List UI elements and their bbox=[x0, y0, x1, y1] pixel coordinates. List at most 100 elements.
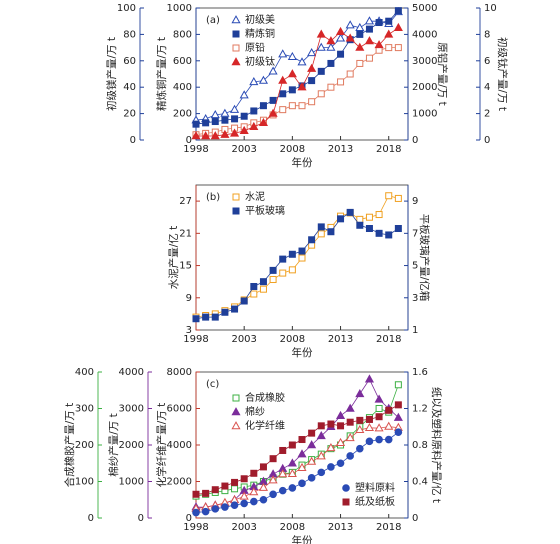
y-tick-label: 2000 bbox=[412, 82, 437, 93]
marker bbox=[308, 236, 316, 244]
y-axis-title: 原铝产量/万 t bbox=[436, 42, 449, 106]
y-tick-label: 0 bbox=[138, 513, 144, 524]
y-tick-label: 2000 bbox=[119, 440, 144, 451]
y-tick-label: 1000 bbox=[119, 477, 144, 488]
marker bbox=[258, 117, 269, 127]
marker bbox=[287, 468, 297, 478]
x-tick-label: 2008 bbox=[280, 334, 305, 345]
marker bbox=[211, 118, 219, 126]
marker bbox=[336, 459, 345, 468]
marker bbox=[375, 413, 383, 421]
marker bbox=[231, 305, 239, 313]
marker bbox=[211, 505, 220, 513]
y-axis-title: 初级镁产量/万 t bbox=[105, 37, 118, 111]
series-line bbox=[195, 10, 399, 125]
marker bbox=[327, 420, 335, 428]
marker bbox=[240, 475, 248, 483]
x-tick-label: 2013 bbox=[328, 522, 353, 533]
marker bbox=[297, 82, 307, 91]
series-line bbox=[196, 27, 399, 137]
marker bbox=[365, 437, 374, 446]
legend-label: 精炼铜 bbox=[245, 27, 275, 40]
y-tick-label: 60 bbox=[123, 56, 136, 67]
marker bbox=[298, 254, 306, 262]
marker bbox=[201, 507, 210, 516]
marker bbox=[279, 269, 287, 277]
series-line bbox=[195, 211, 399, 320]
marker bbox=[356, 59, 364, 67]
marker bbox=[297, 462, 307, 472]
y-tick-label: 5000 bbox=[412, 3, 437, 14]
marker bbox=[394, 194, 402, 202]
y-tick-label: 1000 bbox=[412, 109, 437, 120]
marker bbox=[317, 67, 325, 75]
series-line bbox=[195, 404, 399, 495]
marker bbox=[356, 416, 364, 424]
marker bbox=[375, 435, 383, 444]
marker bbox=[316, 451, 326, 460]
y-tick-label: 3000 bbox=[412, 56, 437, 67]
marker bbox=[374, 40, 384, 49]
x-tick-label: 1998 bbox=[183, 144, 208, 155]
marker bbox=[317, 468, 326, 477]
marker bbox=[346, 70, 354, 78]
marker bbox=[375, 211, 383, 219]
y-tick-label: 80 bbox=[123, 29, 136, 40]
x-tick-label: 2003 bbox=[231, 144, 256, 155]
marker bbox=[278, 75, 288, 84]
marker bbox=[385, 44, 393, 52]
y-tick-label: 0.8 bbox=[412, 440, 428, 451]
marker bbox=[385, 231, 393, 239]
legend-label: 化学纤维 bbox=[245, 419, 285, 432]
marker bbox=[365, 213, 373, 221]
marker bbox=[231, 115, 239, 123]
legend-label: 塑料原料 bbox=[355, 481, 395, 494]
marker bbox=[365, 415, 373, 423]
marker bbox=[394, 401, 402, 409]
marker bbox=[202, 313, 210, 321]
marker bbox=[211, 313, 219, 321]
marker bbox=[298, 102, 306, 110]
marker bbox=[191, 131, 201, 140]
series-line bbox=[195, 195, 399, 318]
marker bbox=[384, 435, 393, 444]
marker bbox=[231, 485, 239, 493]
y-tick-label: 0 bbox=[186, 513, 192, 524]
panel-label: (a) bbox=[206, 15, 220, 26]
y-tick-label: 5 bbox=[412, 261, 418, 272]
marker bbox=[342, 484, 350, 492]
marker bbox=[210, 131, 220, 140]
marker bbox=[239, 90, 249, 99]
marker bbox=[249, 76, 259, 86]
marker bbox=[287, 458, 297, 467]
marker bbox=[250, 107, 258, 115]
marker bbox=[220, 108, 230, 117]
marker bbox=[316, 430, 326, 440]
marker bbox=[327, 83, 335, 91]
panel: 1998 2003 2008 2013 2018年份(b)39152127水泥产量/亿 … bbox=[167, 184, 431, 359]
legend-label: 合成橡胶 bbox=[245, 391, 285, 404]
y-tick-label: 800 bbox=[173, 29, 192, 40]
y-tick-label: 3000 bbox=[119, 404, 144, 415]
y-tick-label: 4000 bbox=[167, 440, 192, 451]
marker bbox=[394, 381, 402, 389]
marker bbox=[307, 474, 316, 482]
marker bbox=[298, 479, 306, 488]
x-tick-label: 2018 bbox=[376, 522, 401, 533]
marker bbox=[231, 15, 241, 24]
y-tick-label: 400 bbox=[75, 367, 94, 378]
marker bbox=[278, 486, 287, 495]
marker bbox=[250, 283, 258, 290]
marker bbox=[327, 59, 335, 67]
marker bbox=[240, 499, 248, 508]
marker bbox=[211, 486, 219, 494]
x-tick-label: 2003 bbox=[231, 334, 256, 345]
y-tick-label: 0 bbox=[88, 513, 94, 524]
marker bbox=[394, 44, 402, 52]
y-axis-title: 纸以及塑料原料产量/亿 t bbox=[430, 387, 443, 503]
marker bbox=[258, 482, 269, 491]
y-tick-label: 4000 bbox=[119, 367, 144, 378]
marker bbox=[393, 412, 403, 421]
legend-label: 水泥 bbox=[245, 190, 265, 203]
marker bbox=[210, 109, 220, 119]
